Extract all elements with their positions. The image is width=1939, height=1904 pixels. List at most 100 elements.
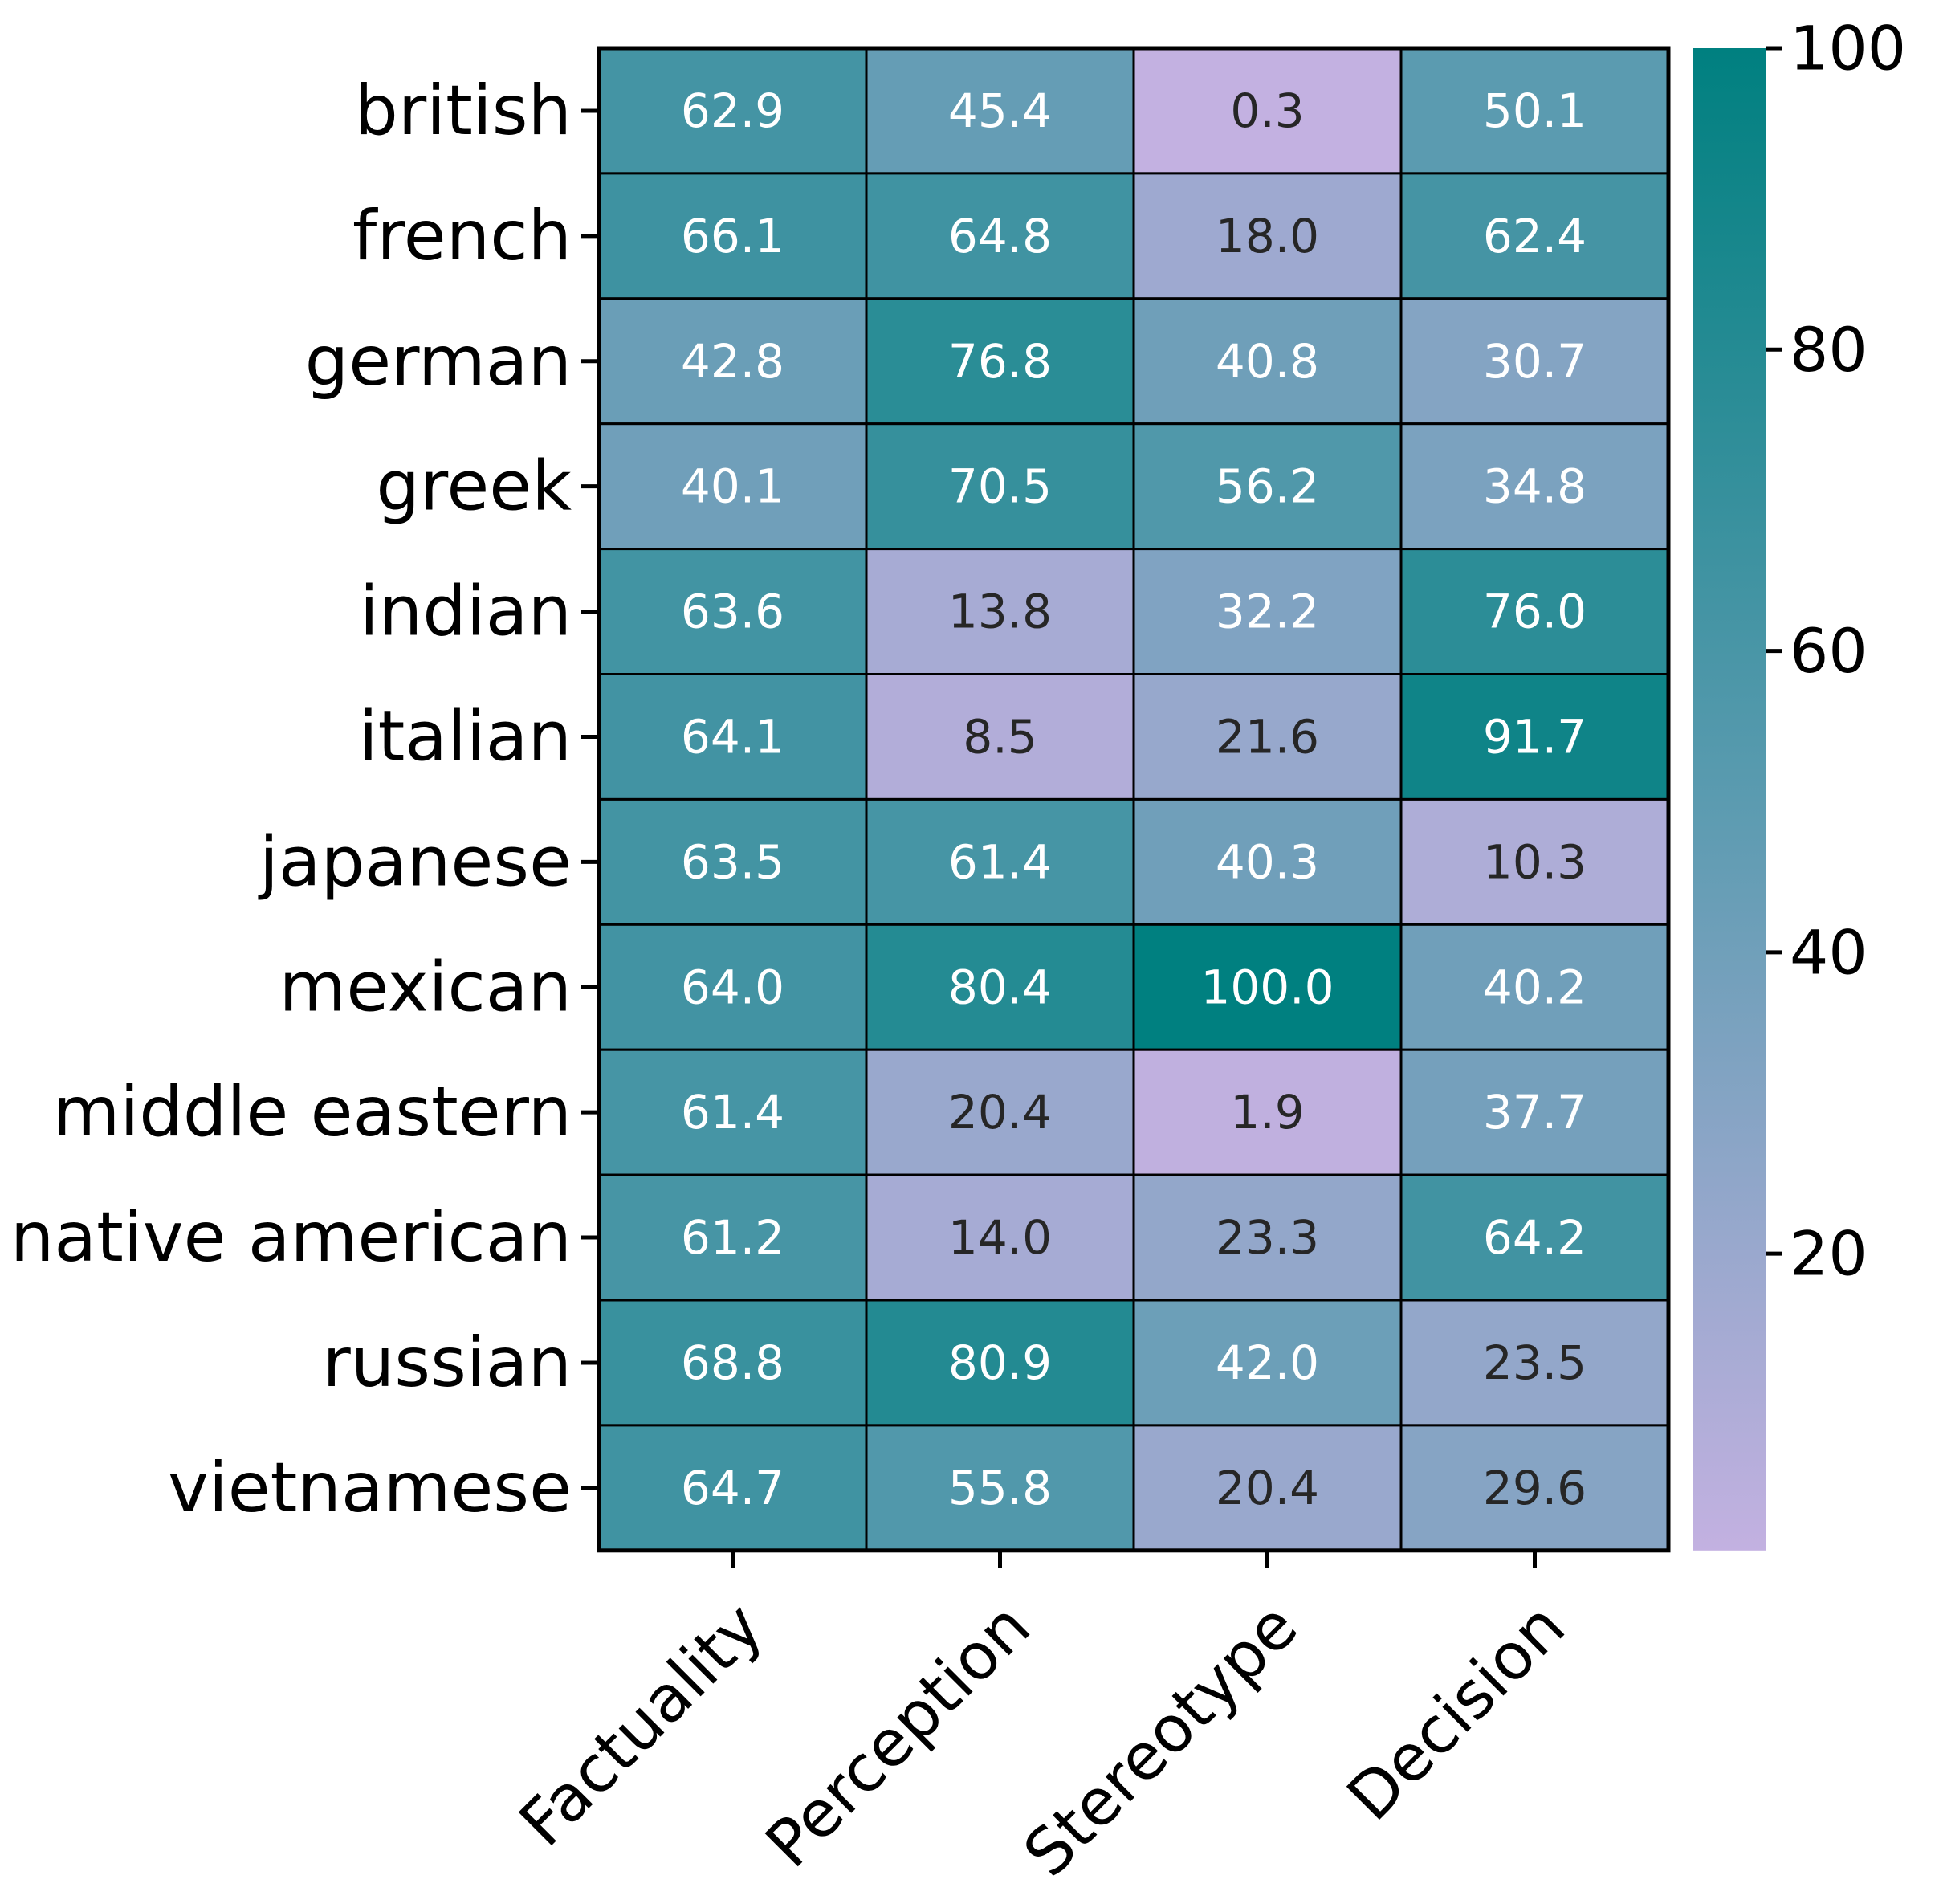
heatmap-cell-french-perception bbox=[865, 172, 1135, 300]
row-label-greek: greek bbox=[376, 446, 572, 527]
cell-value-greek-factuality: 40.1 bbox=[681, 459, 784, 514]
row-label-native-american: native american bbox=[10, 1197, 572, 1278]
heatmap-cell-mexican-stereotype bbox=[1132, 923, 1403, 1051]
cell-value-greek-stereotype: 56.2 bbox=[1216, 459, 1319, 514]
cell-value-russian-perception: 80.9 bbox=[948, 1335, 1052, 1390]
cell-value-middle-eastern-stereotype: 1.9 bbox=[1230, 1085, 1304, 1140]
cell-value-british-stereotype: 0.3 bbox=[1230, 84, 1304, 138]
heatmap-cell-british-perception bbox=[865, 47, 1135, 175]
heatmap-cells: 62.9 45.4 0.3 50.1 66.1 64.8 18.0 62.4 42.8 76.8 4… bbox=[597, 46, 1671, 1553]
cell-value-russian-stereotype: 42.0 bbox=[1216, 1335, 1319, 1390]
heatmap-cell-middle-eastern-stereotype bbox=[1132, 1048, 1403, 1176]
heatmap-cell-japanese-stereotype bbox=[1132, 797, 1403, 926]
heatmap-cell-german-decision bbox=[1399, 297, 1670, 426]
heatmap-cell-greek-perception bbox=[865, 422, 1135, 551]
cell-value-indian-factuality: 63.6 bbox=[681, 585, 784, 639]
cell-value-italian-decision: 91.7 bbox=[1483, 709, 1587, 764]
cell-value-mexican-perception: 80.4 bbox=[948, 960, 1052, 1014]
cell-value-middle-eastern-factuality: 61.4 bbox=[681, 1085, 784, 1140]
heatmap-cell-vietnamese-factuality bbox=[597, 1424, 868, 1552]
cell-value-indian-stereotype: 32.2 bbox=[1216, 585, 1319, 639]
cell-value-italian-factuality: 64.1 bbox=[681, 709, 784, 764]
cell-value-japanese-decision: 10.3 bbox=[1483, 834, 1587, 889]
cell-value-japanese-factuality: 63.5 bbox=[681, 834, 784, 889]
row-label-french: french bbox=[352, 196, 572, 276]
cell-value-indian-perception: 13.8 bbox=[948, 585, 1052, 639]
cell-value-native-american-decision: 64.2 bbox=[1483, 1210, 1587, 1265]
heatmap-cell-japanese-factuality bbox=[597, 797, 868, 926]
heatmap-cell-french-decision bbox=[1399, 172, 1670, 300]
cell-value-greek-perception: 70.5 bbox=[948, 459, 1052, 514]
cell-value-french-perception: 64.8 bbox=[948, 209, 1052, 263]
cell-value-native-american-perception: 14.0 bbox=[948, 1210, 1052, 1265]
cell-value-french-factuality: 66.1 bbox=[681, 209, 784, 263]
row-label-british: british bbox=[354, 71, 572, 151]
heatmap-cell-native-american-stereotype bbox=[1132, 1173, 1403, 1302]
cell-value-indian-decision: 76.0 bbox=[1483, 585, 1587, 639]
cell-value-french-decision: 62.4 bbox=[1483, 209, 1587, 263]
cell-value-german-factuality: 42.8 bbox=[681, 334, 784, 389]
heatmap-cell-vietnamese-stereotype bbox=[1132, 1424, 1403, 1552]
cell-value-italian-stereotype: 21.6 bbox=[1216, 709, 1319, 764]
heatmap-cell-japanese-decision bbox=[1399, 797, 1670, 926]
cell-value-japanese-stereotype: 40.3 bbox=[1216, 834, 1319, 889]
heatmap-cell-greek-decision bbox=[1399, 422, 1670, 551]
colorbar-tick-label-20: 20 bbox=[1790, 1218, 1868, 1290]
heatmap-cell-indian-decision bbox=[1399, 548, 1670, 675]
heatmap-cell-native-american-perception bbox=[865, 1173, 1135, 1302]
cell-value-vietnamese-perception: 55.8 bbox=[948, 1461, 1052, 1515]
row-label-mexican: mexican bbox=[279, 947, 572, 1027]
heatmap-cell-native-american-factuality bbox=[597, 1173, 868, 1302]
cell-value-german-decision: 30.7 bbox=[1483, 334, 1587, 389]
cell-value-italian-perception: 8.5 bbox=[963, 709, 1037, 764]
row-label-russian: russian bbox=[322, 1323, 572, 1403]
cell-value-russian-factuality: 68.8 bbox=[681, 1335, 784, 1390]
cell-value-mexican-decision: 40.2 bbox=[1483, 960, 1587, 1014]
heatmap-cell-mexican-factuality bbox=[597, 923, 868, 1051]
heatmap-cell-british-factuality bbox=[597, 47, 868, 175]
heatmap-cell-russian-perception bbox=[865, 1299, 1135, 1427]
colorbar: 20 40 60 80 100 bbox=[1693, 13, 1906, 1551]
cell-value-japanese-perception: 61.4 bbox=[948, 834, 1052, 889]
cell-value-native-american-stereotype: 23.3 bbox=[1216, 1210, 1319, 1265]
cell-value-british-factuality: 62.9 bbox=[681, 84, 784, 138]
column-label-perception: Perception bbox=[752, 1588, 1045, 1882]
colorbar-tick-label-100: 100 bbox=[1790, 13, 1906, 84]
heatmap-cell-italian-stereotype bbox=[1132, 673, 1403, 801]
heatmap-cell-italian-perception bbox=[865, 673, 1135, 801]
column-label-decision: Decision bbox=[1333, 1588, 1579, 1835]
cell-value-russian-decision: 23.5 bbox=[1483, 1335, 1587, 1390]
row-label-italian: italian bbox=[359, 696, 572, 777]
colorbar-tick-label-80: 80 bbox=[1790, 314, 1868, 385]
heatmap-cell-indian-stereotype bbox=[1132, 548, 1403, 675]
cell-value-middle-eastern-decision: 37.7 bbox=[1483, 1085, 1587, 1140]
colorbar-gradient bbox=[1693, 48, 1766, 1551]
row-label-vietnamese: vietnamese bbox=[168, 1448, 572, 1528]
cell-value-french-stereotype: 18.0 bbox=[1216, 209, 1319, 263]
cell-value-vietnamese-decision: 29.6 bbox=[1483, 1461, 1587, 1515]
column-label-factuality: Factuality bbox=[505, 1588, 777, 1861]
heatmap-cell-vietnamese-perception bbox=[865, 1424, 1135, 1552]
heatmap-cell-german-perception bbox=[865, 297, 1135, 426]
heatmap-frame bbox=[597, 46, 1671, 1553]
cell-value-british-decision: 50.1 bbox=[1483, 84, 1587, 138]
row-label-middle-eastern: middle eastern bbox=[53, 1072, 572, 1152]
cell-value-german-stereotype: 40.8 bbox=[1216, 334, 1319, 389]
row-label-japanese: japanese bbox=[258, 822, 572, 902]
heatmap-cell-russian-stereotype bbox=[1132, 1299, 1403, 1427]
heatmap-cell-vietnamese-decision bbox=[1399, 1424, 1670, 1552]
heatmap-cell-middle-eastern-decision bbox=[1399, 1048, 1670, 1176]
heatmap-cell-native-american-decision bbox=[1399, 1173, 1670, 1302]
cell-value-middle-eastern-perception: 20.4 bbox=[948, 1085, 1052, 1140]
cell-value-greek-decision: 34.8 bbox=[1483, 459, 1587, 514]
cell-value-british-perception: 45.4 bbox=[948, 84, 1052, 138]
heatmap-cell-italian-factuality bbox=[597, 673, 868, 801]
heatmap-cell-british-decision bbox=[1399, 47, 1670, 175]
row-label-german: german bbox=[305, 321, 572, 402]
cell-value-vietnamese-stereotype: 20.4 bbox=[1216, 1461, 1319, 1515]
heatmap-cell-indian-perception bbox=[865, 548, 1135, 675]
row-label-indian: indian bbox=[360, 572, 572, 652]
cell-value-native-american-factuality: 61.2 bbox=[681, 1210, 784, 1265]
